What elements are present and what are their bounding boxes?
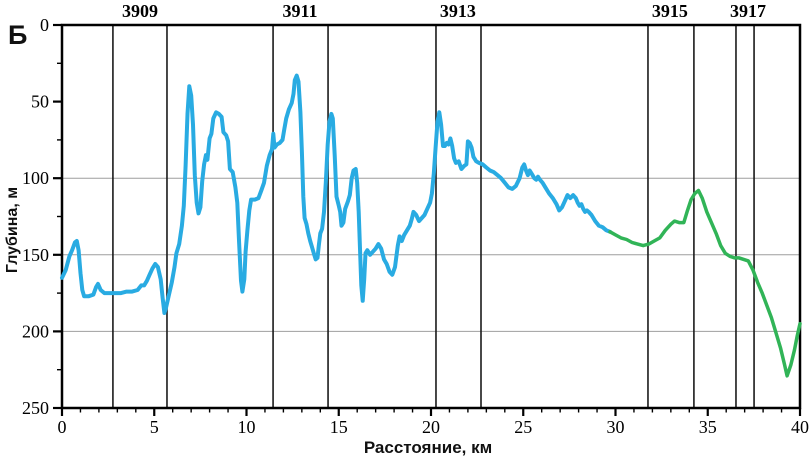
y-axis-title: Глубина, м (4, 186, 21, 274)
x-axis-title: Расстояние, км (363, 438, 493, 457)
x-tick-label: 40 (791, 417, 809, 437)
x-tick-label: 35 (699, 417, 717, 437)
plot-border (60, 23, 802, 410)
station-label-3909: 3909 (122, 1, 158, 21)
x-tick-label: 30 (607, 417, 625, 437)
x-tick-label: 20 (422, 417, 440, 437)
panel-label: Б (8, 20, 28, 50)
x-tick-label: 0 (58, 417, 67, 437)
x-tick-label: 5 (150, 417, 159, 437)
x-tick-label: 15 (330, 417, 348, 437)
x-tick-label: 25 (514, 417, 532, 437)
station-label-3915: 3915 (652, 1, 688, 21)
depth-profile-blue-line (60, 73, 612, 315)
y-tick-label: 200 (22, 321, 49, 341)
y-tick-label: 250 (22, 398, 49, 418)
y-tick-label: 0 (40, 15, 49, 35)
station-label-3917: 3917 (730, 1, 766, 21)
station-label-3911: 3911 (282, 1, 317, 21)
station-label-3913: 3913 (440, 1, 476, 21)
y-tick-label: 100 (22, 168, 49, 188)
y-tick-label: 50 (31, 92, 49, 112)
x-tick-label: 10 (238, 417, 256, 437)
y-tick-label: 150 (22, 245, 49, 265)
depth-profile-green-line (608, 188, 802, 378)
